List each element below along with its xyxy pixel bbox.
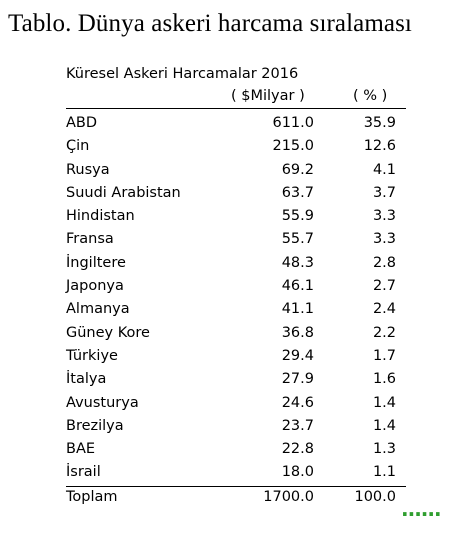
percent-cell: 12.6 <box>363 138 396 155</box>
table-row: ABD 611.0 35.9 <box>66 112 406 135</box>
value-cell: 55.7 <box>281 231 314 248</box>
unit-percent-header: ( % ) <box>353 88 388 104</box>
percent-cell: 35.9 <box>363 115 396 131</box>
table-row: Japonya 46.1 2.7 <box>66 275 406 298</box>
table-row: İtalya 27.9 1.6 <box>66 368 406 391</box>
spending-table: Küresel Askeri Harcamalar 2016 ( $Milyar… <box>66 62 406 509</box>
country-cell: Çin <box>66 138 90 155</box>
value-cell: 22.8 <box>281 441 314 458</box>
country-cell: Hindistan <box>66 208 135 225</box>
percent-cell: 3.3 <box>372 231 396 248</box>
table-row: Güney Kore 36.8 2.2 <box>66 322 406 345</box>
country-cell: Güney Kore <box>66 324 150 341</box>
country-cell: İtalya <box>66 371 107 388</box>
table-row: Türkiye 29.4 1.7 <box>66 345 406 368</box>
table-row: Brezilya 23.7 1.4 <box>66 415 406 438</box>
table-row: Hindistan 55.9 3.3 <box>66 205 406 228</box>
country-cell: Rusya <box>66 161 110 178</box>
country-cell: ABD <box>66 115 98 131</box>
total-percent: 100.0 <box>354 488 396 505</box>
percent-cell: 2.8 <box>372 254 396 271</box>
page-title: Tablo. Dünya askeri harcama sıralaması <box>8 10 412 37</box>
country-cell: Japonya <box>66 278 124 295</box>
value-cell: 55.9 <box>281 208 314 225</box>
percent-cell: 1.3 <box>372 441 396 458</box>
percent-cell: 2.7 <box>372 278 396 295</box>
table-row: Rusya 69.2 4.1 <box>66 159 406 182</box>
value-cell: 18.0 <box>281 464 314 481</box>
percent-cell: 1.1 <box>372 464 396 481</box>
table-row: Çin 215.0 12.6 <box>66 135 406 158</box>
total-label: Toplam <box>66 488 118 505</box>
value-cell: 69.2 <box>281 161 314 178</box>
value-cell: 36.8 <box>281 324 314 341</box>
total-row: Toplam 1700.0 100.0 <box>66 485 406 509</box>
percent-cell: 4.1 <box>372 161 396 178</box>
country-cell: Avusturya <box>66 394 139 411</box>
percent-cell: 3.7 <box>372 184 396 201</box>
value-cell: 23.7 <box>281 417 314 434</box>
table-caption: Küresel Askeri Harcamalar 2016 <box>66 66 299 82</box>
spellcheck-underline-marker: ...... <box>401 497 442 521</box>
value-cell: 27.9 <box>281 371 314 388</box>
value-cell: 611.0 <box>272 115 314 131</box>
percent-cell: 2.2 <box>372 324 396 341</box>
value-cell: 46.1 <box>281 278 314 295</box>
country-cell: Almanya <box>66 301 130 318</box>
table-body: ABD 611.0 35.9 Çin 215.0 12.6 Rusya 69.2 4.1 Suud… <box>66 112 406 485</box>
percent-cell: 1.6 <box>372 371 396 388</box>
percent-cell: 3.3 <box>372 208 396 225</box>
country-cell: İngiltere <box>66 254 126 271</box>
value-cell: 63.7 <box>281 184 314 201</box>
country-cell: İsrail <box>66 464 101 481</box>
table-row: Fransa 55.7 3.3 <box>66 228 406 251</box>
table-row: İngiltere 48.3 2.8 <box>66 252 406 275</box>
value-cell: 215.0 <box>272 138 314 155</box>
country-cell: BAE <box>66 441 96 458</box>
table-row: Avusturya 24.6 1.4 <box>66 392 406 415</box>
unit-header-row: ( $Milyar ) ( % ) <box>66 86 406 109</box>
country-cell: Brezilya <box>66 417 124 434</box>
country-cell: Türkiye <box>66 347 118 364</box>
table-row: İsrail 18.0 1.1 <box>66 461 406 484</box>
table-row: Suudi Arabistan 63.7 3.7 <box>66 182 406 205</box>
percent-cell: 2.4 <box>372 301 396 318</box>
country-cell: Suudi Arabistan <box>66 184 181 201</box>
table-row: Almanya 41.1 2.4 <box>66 298 406 321</box>
value-cell: 24.6 <box>281 394 314 411</box>
value-cell: 41.1 <box>281 301 314 318</box>
percent-cell: 1.7 <box>372 347 396 364</box>
percent-cell: 1.4 <box>372 417 396 434</box>
value-cell: 48.3 <box>281 254 314 271</box>
country-cell: Fransa <box>66 231 114 248</box>
value-cell: 29.4 <box>281 347 314 364</box>
table-row: BAE 22.8 1.3 <box>66 438 406 461</box>
unit-value-header: ( $Milyar ) <box>231 88 305 104</box>
total-value: 1700.0 <box>263 488 314 505</box>
percent-cell: 1.4 <box>372 394 396 411</box>
